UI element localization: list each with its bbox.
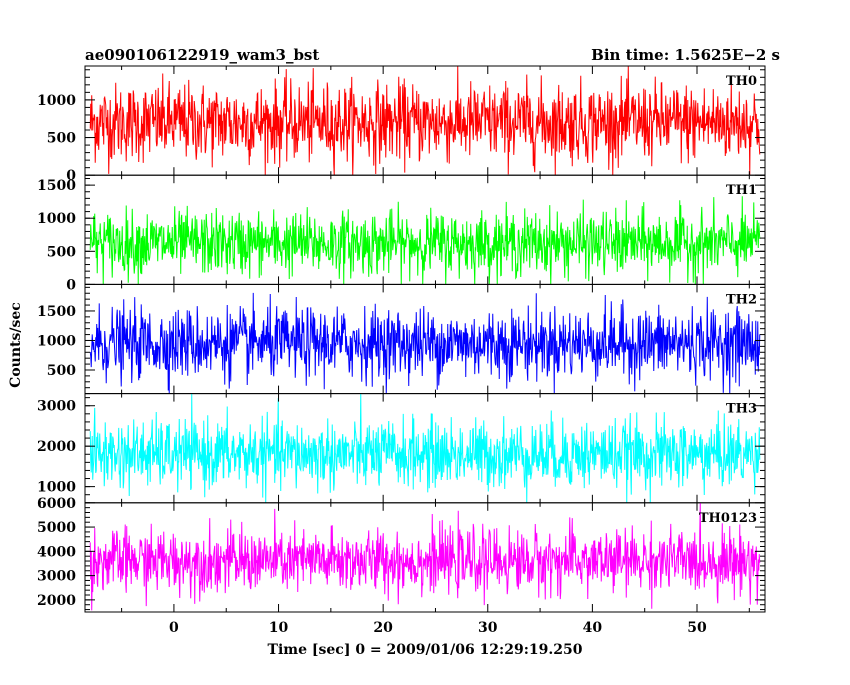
panel-th1: 0 500 1000 1500 TH1 bbox=[37, 174, 766, 293]
y-tick-label: 0 bbox=[66, 168, 76, 184]
panel-label-th1: TH1 bbox=[726, 183, 757, 198]
x-axis-label: Time [sec] 0 = 2009/01/06 12:29:19.250 bbox=[268, 642, 583, 658]
y-tick-label: 4000 bbox=[37, 544, 76, 560]
y-tick-label: 1000 bbox=[37, 333, 76, 349]
y-tick-label: 500 bbox=[47, 363, 76, 379]
y-tick-label: 3000 bbox=[37, 399, 76, 415]
y-axis-label: Counts/sec bbox=[8, 302, 24, 388]
y-tick-label: 500 bbox=[47, 131, 76, 147]
x-tick-label: 10 bbox=[269, 620, 289, 636]
y-tick-label: 0 bbox=[66, 277, 76, 293]
y-tick-label: 2000 bbox=[37, 593, 76, 609]
series-line-th0123 bbox=[89, 502, 761, 611]
x-axis: 0 10 20 30 40 50 bbox=[169, 620, 707, 636]
y-tick-label: 1500 bbox=[37, 304, 76, 320]
x-tick-label: 20 bbox=[373, 620, 393, 636]
panels: 0 500 1000 TH0 0 500 1000 1500 TH1 500 1000 1500 TH2… bbox=[37, 65, 766, 613]
series-line-th0 bbox=[89, 66, 761, 176]
panel-th2: 500 1000 1500 TH2 bbox=[37, 283, 766, 395]
panel-frame bbox=[84, 502, 766, 613]
panel-label-th0: TH0 bbox=[726, 74, 757, 89]
panel-th0123: 2000 3000 4000 5000 6000 TH0123 bbox=[37, 496, 766, 613]
panel-label-th2: TH2 bbox=[726, 292, 757, 307]
x-tick-label: 30 bbox=[478, 620, 498, 636]
panel-th0: 0 500 1000 TH0 bbox=[37, 65, 766, 184]
y-tick-label: 1000 bbox=[37, 211, 76, 227]
series-line-th2 bbox=[89, 292, 761, 394]
series-line-th1 bbox=[89, 196, 761, 285]
panel-label-th0123: TH0123 bbox=[699, 511, 757, 526]
y-tick-label: 500 bbox=[47, 244, 76, 260]
bin-time-label: Bin time: 1.5625E−2 s bbox=[591, 46, 780, 64]
y-tick-label: 3000 bbox=[37, 569, 76, 585]
y-tick-label: 1500 bbox=[37, 178, 76, 194]
y-tick-label: 1000 bbox=[37, 480, 76, 496]
y-tick-label: 5000 bbox=[37, 520, 76, 536]
y-tick-label: 2000 bbox=[37, 439, 76, 455]
x-tick-label: 50 bbox=[687, 620, 707, 636]
x-tick-label: 40 bbox=[583, 620, 603, 636]
chart-title: ae090106122919_wam3_bst bbox=[85, 46, 319, 64]
panel-th3: 1000 2000 3000 TH3 bbox=[37, 393, 766, 504]
y-tick-label: 1000 bbox=[37, 93, 76, 109]
series-line-th3 bbox=[89, 393, 761, 503]
y-tick-label: 6000 bbox=[37, 496, 76, 512]
x-tick-label: 0 bbox=[169, 620, 179, 636]
panel-label-th3: TH3 bbox=[726, 402, 757, 417]
